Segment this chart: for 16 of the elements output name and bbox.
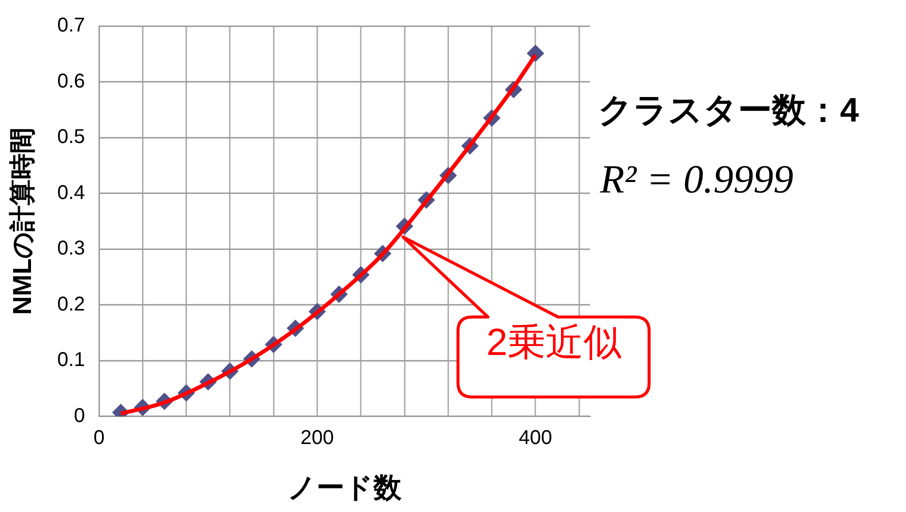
y-tick-label: 0.5 [57, 126, 86, 148]
y-tick-label: 0.3 [57, 238, 86, 260]
annotation: 2乗近似 [485, 320, 623, 366]
x-tick-label: 400 [518, 426, 552, 449]
y-tick-label: 0.6 [57, 70, 86, 92]
x-tick-label: 0 [93, 426, 105, 449]
x-axis-title: ノード数 [288, 472, 402, 503]
text: R² = 0.9999 [599, 156, 794, 202]
y-tick-label: 0.7 [57, 14, 86, 37]
text: クラスター数：4 [598, 91, 859, 130]
y-tick-label: 0 [74, 404, 86, 427]
y-tick-label: 0.4 [57, 182, 86, 204]
y-tick-label: 0.2 [57, 293, 86, 316]
y-tick-label: 0.1 [57, 349, 86, 372]
y-axis-title: NMLの計算時間 [6, 128, 37, 315]
x-tick-label: 200 [300, 426, 334, 449]
